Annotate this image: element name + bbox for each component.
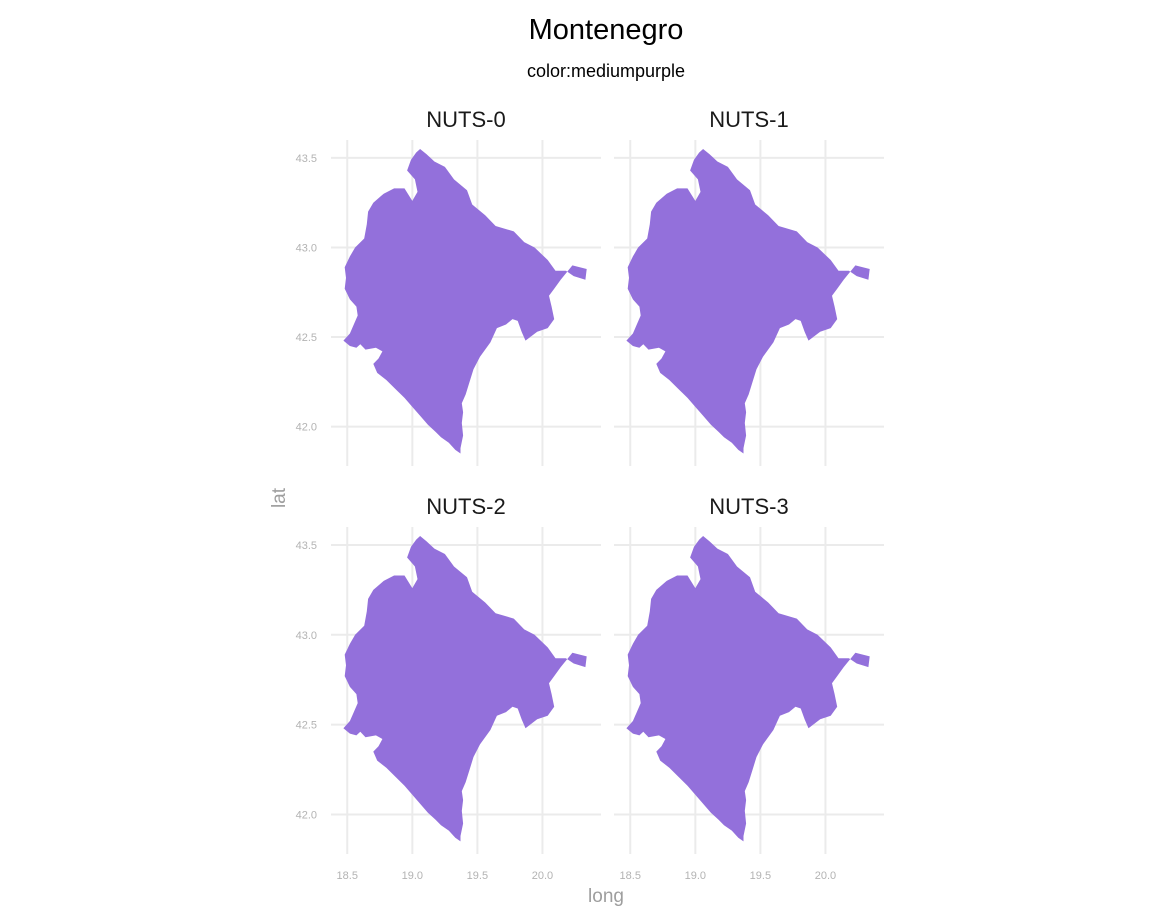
x-tick-label: 18.5 (337, 870, 358, 882)
facet-strip-label: NUTS-3 (709, 494, 788, 519)
figure-title: Montenegro (529, 14, 684, 46)
y-tick-label: 42.0 (296, 809, 317, 821)
montenegro-region-polygon (626, 536, 870, 842)
y-tick-label: 42.5 (296, 720, 317, 732)
x-tick-label: 19.0 (402, 870, 423, 882)
facet-panels: NUTS-0 42.0 42.5 43.0 43.5 NUTS-1 NUTS-2 42.0 42… (296, 107, 884, 882)
x-tick-label: 18.5 (620, 870, 641, 882)
y-axis-title: lat (269, 487, 290, 508)
facet-strip-label: NUTS-0 (426, 107, 505, 132)
facet-panel-2: NUTS-1 (614, 107, 884, 466)
x-tick-label: 19.0 (685, 870, 706, 882)
facet-strip-label: NUTS-1 (709, 107, 788, 132)
facet-panel-3: NUTS-2 42.0 42.5 43.0 43.5 18.5 19.0 19.5 20.0 (296, 494, 601, 882)
x-tick-label: 19.5 (750, 870, 771, 882)
y-tick-label: 43.0 (296, 630, 317, 642)
montenegro-region-polygon (343, 536, 587, 842)
y-tick-label: 43.0 (296, 242, 317, 254)
x-tick-label: 19.5 (467, 870, 488, 882)
montenegro-region-polygon (626, 149, 870, 454)
x-axis-title: long (588, 886, 624, 907)
y-tick-label: 42.0 (296, 422, 317, 434)
facet-panel-1: NUTS-0 42.0 42.5 43.0 43.5 (296, 107, 601, 466)
facet-strip-label: NUTS-2 (426, 494, 505, 519)
figure-subtitle: color:mediumpurple (527, 61, 685, 81)
x-tick-label: 20.0 (815, 870, 836, 882)
y-tick-label: 43.5 (296, 540, 317, 552)
montenegro-region-polygon (343, 149, 587, 454)
y-tick-label: 43.5 (296, 153, 317, 165)
x-tick-label: 20.0 (532, 870, 553, 882)
y-tick-label: 42.5 (296, 332, 317, 344)
facet-panel-4: NUTS-3 18.5 19.0 19.5 20.0 (614, 494, 884, 882)
